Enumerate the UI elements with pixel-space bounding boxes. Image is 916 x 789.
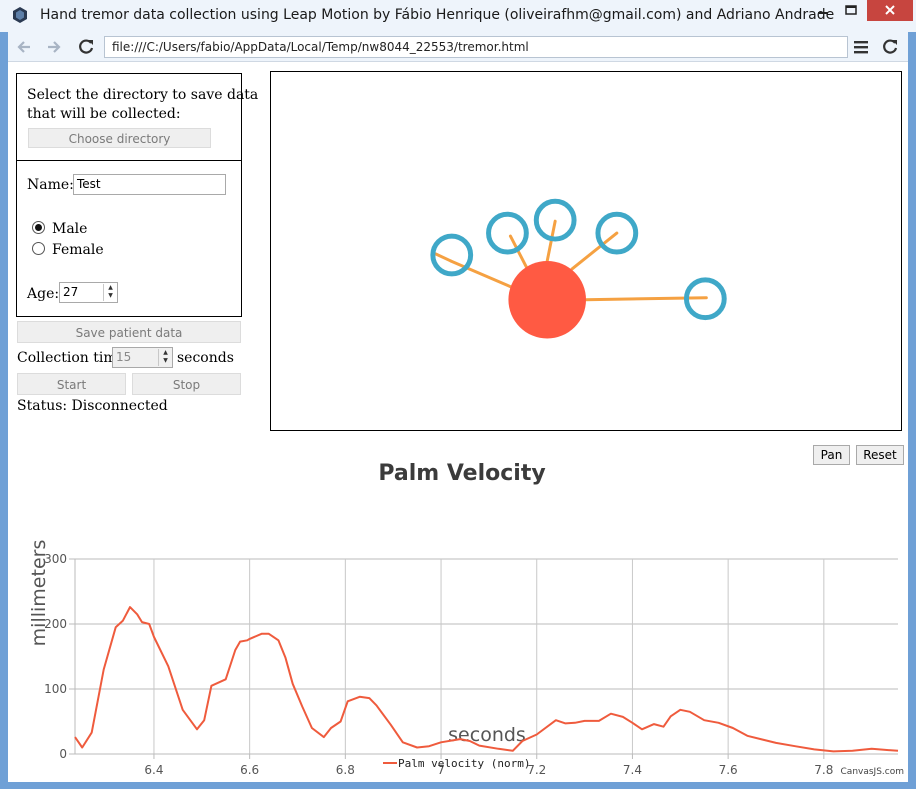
patient-panel: Name: Test Male Female Age: 27 ▲ ▼ bbox=[16, 160, 242, 317]
age-value: 27 bbox=[63, 285, 79, 299]
app-icon bbox=[13, 7, 27, 23]
legend-label: Palm velocity (norm) bbox=[398, 757, 530, 770]
chart-series bbox=[74, 606, 899, 753]
maximize-icon[interactable] bbox=[836, 0, 866, 21]
stop-button[interactable]: Stop bbox=[132, 373, 241, 395]
x-tick-label: 7.8 bbox=[814, 763, 833, 777]
finger-ring bbox=[570, 231, 619, 271]
series-line-palm-velocity bbox=[74, 606, 899, 753]
y-tick-label: 100 bbox=[44, 682, 67, 696]
gender-female-radio[interactable] bbox=[32, 242, 45, 255]
window-titlebar: Hand tremor data collection using Leap M… bbox=[0, 0, 916, 32]
age-label: Age: bbox=[27, 286, 60, 302]
chart-credit[interactable]: CanvasJS.com bbox=[841, 767, 904, 777]
age-stepper[interactable]: 27 ▲ ▼ bbox=[59, 282, 118, 303]
y-tick-label: 300 bbox=[44, 552, 67, 566]
y-tick-label: 0 bbox=[59, 747, 67, 761]
collection-time-stepper[interactable]: 15 ▲ ▼ bbox=[112, 347, 173, 368]
finger-thumb-tip bbox=[434, 252, 453, 263]
finger-thumb bbox=[449, 259, 517, 291]
x-axis-label: seconds bbox=[448, 724, 526, 746]
status-text: Status: Disconnected bbox=[17, 398, 168, 414]
finger-index bbox=[508, 234, 528, 269]
chart-grid bbox=[75, 558, 898, 754]
collection-time-unit: seconds bbox=[177, 350, 234, 366]
url-field[interactable]: file:///C:/Users/fabio/AppData/Local/Tem… bbox=[104, 36, 848, 58]
x-tick-label: 7.6 bbox=[719, 763, 738, 777]
fingertip-ring bbox=[595, 211, 639, 255]
directory-prompt-line2: that will be collected: bbox=[27, 106, 181, 122]
chart-title: Palm Velocity bbox=[378, 461, 545, 486]
x-tick-label: 6.6 bbox=[240, 763, 259, 777]
spin-down-icon[interactable]: ▼ bbox=[163, 357, 168, 364]
name-field[interactable]: Test bbox=[73, 174, 226, 195]
spin-up-icon[interactable]: ▲ bbox=[108, 284, 113, 291]
minimize-icon[interactable] bbox=[808, 0, 838, 21]
hand-visualization bbox=[270, 71, 902, 431]
close-icon[interactable] bbox=[867, 0, 913, 21]
choose-directory-button[interactable]: Choose directory bbox=[28, 128, 211, 148]
window-title: Hand tremor data collection using Leap M… bbox=[40, 7, 835, 23]
radio-selected-dot bbox=[35, 224, 42, 231]
x-tick-label: 7 bbox=[437, 763, 445, 777]
menu-icon[interactable] bbox=[851, 37, 871, 57]
fingertip-middle bbox=[533, 198, 577, 242]
directory-panel: Select the directory to save data that w… bbox=[16, 73, 258, 161]
x-tick-label: 7.4 bbox=[623, 763, 642, 777]
name-label: Name: bbox=[27, 177, 74, 193]
start-button[interactable]: Start bbox=[17, 373, 126, 395]
gender-male-label: Male bbox=[52, 221, 88, 237]
refresh-icon[interactable] bbox=[880, 37, 900, 57]
gender-female-label: Female bbox=[52, 242, 104, 258]
pan-button[interactable]: Pan bbox=[813, 445, 850, 465]
fingertip-pinky bbox=[683, 277, 727, 321]
page-content: Select the directory to save data that w… bbox=[8, 62, 908, 782]
palm-velocity-chart: Palm Velocity 0 100 200 300 6.4 6.6 6.8 7 7.2 7.4… bbox=[28, 461, 904, 777]
browser-toolbar: file:///C:/Users/fabio/AppData/Local/Tem… bbox=[8, 32, 908, 62]
collection-time-value: 15 bbox=[116, 350, 132, 364]
fingertip-circles bbox=[430, 198, 727, 321]
x-tick-label: 6.4 bbox=[144, 763, 163, 777]
reload-icon[interactable] bbox=[76, 37, 96, 57]
reset-button[interactable]: Reset bbox=[856, 445, 904, 465]
chart-axes bbox=[69, 558, 898, 759]
chart-tick-labels: 0 100 200 300 6.4 6.6 6.8 7 7.2 7.4 7.6 7.8 bbox=[44, 552, 833, 777]
fingertip-index bbox=[486, 211, 529, 255]
age-spinner[interactable]: ▲ ▼ bbox=[103, 284, 117, 301]
y-axis-label: millimeters bbox=[28, 540, 50, 647]
collection-time-spinner[interactable]: ▲ ▼ bbox=[158, 349, 172, 366]
x-tick-label: 7.2 bbox=[527, 763, 546, 777]
chart-legend[interactable]: Palm velocity (norm) bbox=[383, 757, 530, 770]
x-tick-label: 6.8 bbox=[336, 763, 355, 777]
forward-arrow-icon[interactable] bbox=[44, 37, 64, 57]
spin-down-icon[interactable]: ▼ bbox=[108, 292, 113, 299]
y-tick-label: 200 bbox=[44, 617, 67, 631]
fingertip-thumb bbox=[430, 233, 474, 277]
save-patient-button[interactable]: Save patient data bbox=[17, 321, 241, 343]
spin-up-icon[interactable]: ▲ bbox=[163, 349, 168, 356]
palm-circle bbox=[508, 260, 586, 339]
collection-time-label: Collection time: bbox=[17, 350, 130, 366]
directory-prompt-line1: Select the directory to save data bbox=[27, 87, 259, 103]
gender-male-radio[interactable] bbox=[32, 221, 45, 234]
back-arrow-icon[interactable] bbox=[14, 37, 34, 57]
